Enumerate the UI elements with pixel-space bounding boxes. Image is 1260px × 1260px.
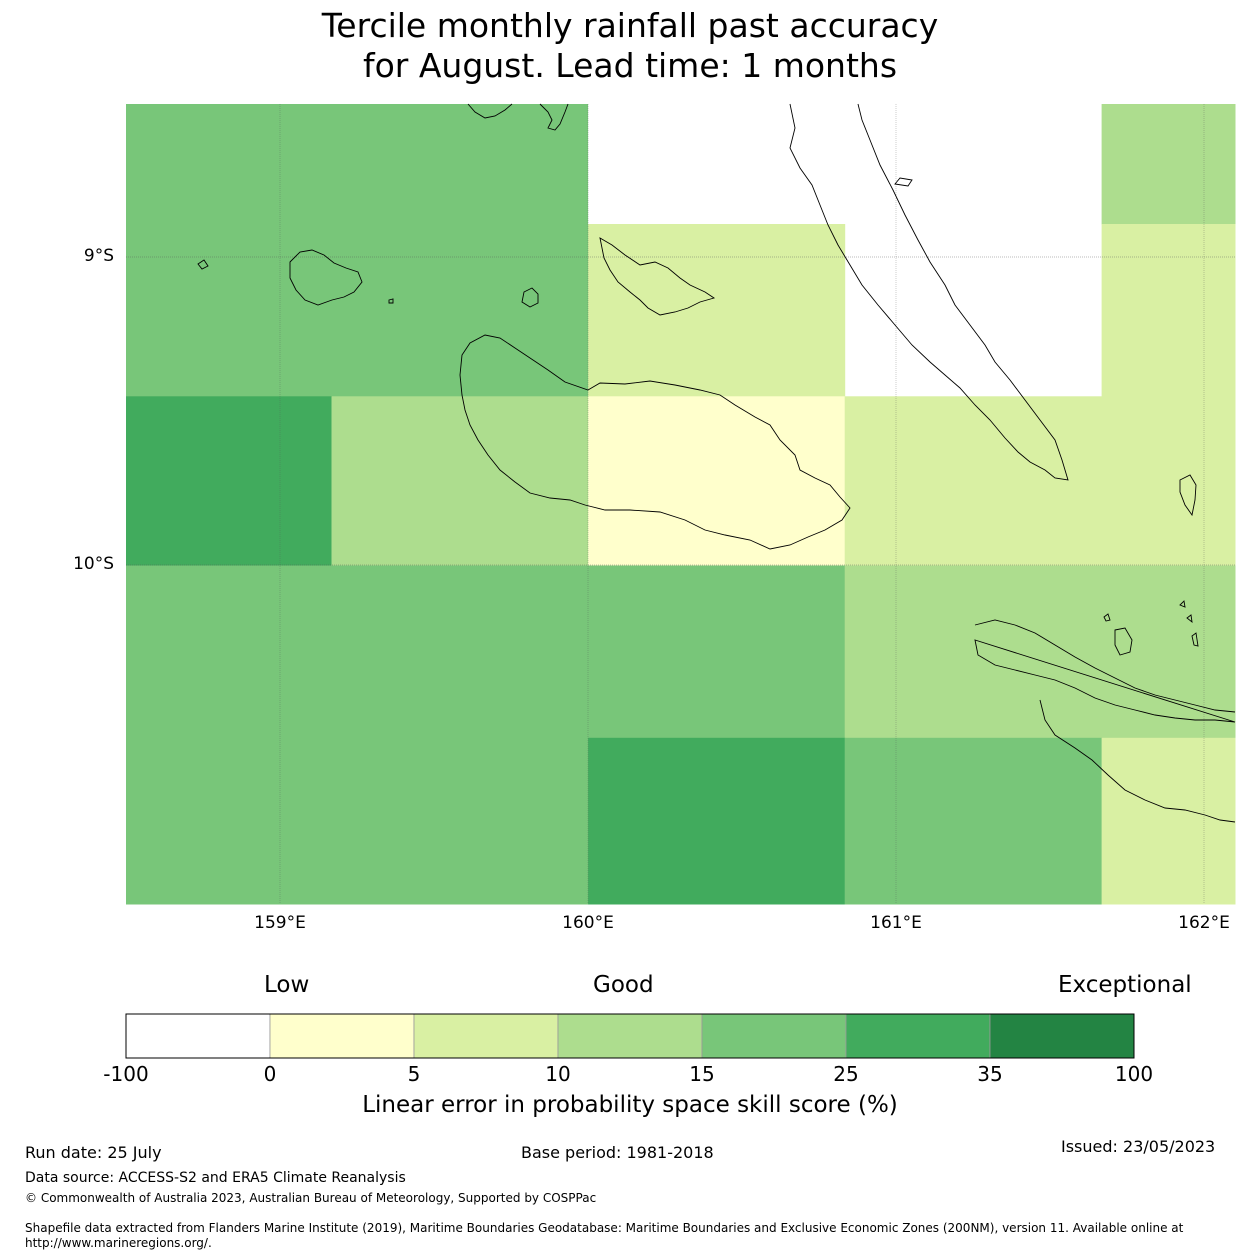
skill-cell xyxy=(844,737,1103,905)
santa-isabel-coast xyxy=(789,103,1069,481)
skill-cell xyxy=(588,737,846,905)
skill-cell xyxy=(126,104,589,397)
small-island-n xyxy=(894,177,913,187)
base-period: Base period: 1981-2018 xyxy=(521,1143,714,1162)
graticule xyxy=(126,104,1235,904)
colorbar-swatch xyxy=(413,1013,559,1059)
colorbar-word-low: Low xyxy=(264,972,310,998)
skill-cells xyxy=(126,104,1236,905)
coastlines xyxy=(197,103,1236,823)
skill-cell xyxy=(844,104,1103,397)
colorbar-tick: 15 xyxy=(689,1062,715,1086)
colorbar-title: Linear error in probability space skill … xyxy=(362,1092,898,1118)
colorbar-tick: 35 xyxy=(977,1062,1003,1086)
lat-label-9s: 9°S xyxy=(83,246,114,266)
colorbar-swatch xyxy=(701,1013,847,1059)
title-line-2: for August. Lead time: 1 months xyxy=(362,46,898,85)
colorbar-outline xyxy=(125,1013,1135,1059)
colorbar-tick: 100 xyxy=(1114,1062,1154,1086)
small-island-russell-e xyxy=(388,298,394,304)
malaita-north-coast xyxy=(1179,474,1197,517)
colorbar-tick: -100 xyxy=(103,1062,149,1086)
skill-cell xyxy=(1101,224,1236,397)
colorbar-word-exceptional: Exceptional xyxy=(1058,972,1192,998)
colorbar-tick: 25 xyxy=(833,1062,859,1086)
lat-label-10s: 10°S xyxy=(73,554,114,574)
skill-cell xyxy=(1101,104,1236,225)
lon-label-159e: 159°E xyxy=(254,913,306,933)
run-date: Run date: 25 July xyxy=(25,1143,162,1162)
shapefile-credit-line-2: http://www.marineregions.org/. xyxy=(25,1236,212,1250)
title-line-1: Tercile monthly rainfall past accuracy xyxy=(321,6,939,45)
map-title: Tercile monthly rainfall past accuracy f… xyxy=(0,6,1260,86)
colorbar-tick: 5 xyxy=(407,1062,421,1086)
skill-cell xyxy=(588,565,846,739)
colorbar-swatch xyxy=(125,1013,271,1059)
makira-south-coast xyxy=(1039,699,1236,823)
skill-cell xyxy=(331,396,589,566)
lon-label-162e: 162°E xyxy=(1178,913,1230,933)
small-island-w xyxy=(197,259,209,270)
savo-island-coast xyxy=(521,287,539,308)
lon-label-161e: 161°E xyxy=(870,913,922,933)
islet-ulawa xyxy=(1114,627,1133,656)
islet-c xyxy=(1186,614,1193,624)
skill-cell xyxy=(126,396,332,566)
skill-cell xyxy=(844,565,1236,739)
makira-coast xyxy=(974,619,1236,723)
skill-cell xyxy=(588,224,846,397)
russell-islands-coast xyxy=(289,249,363,306)
ngella-north-coast xyxy=(467,103,513,119)
islet-a xyxy=(1103,613,1111,622)
lon-label-160e: 160°E xyxy=(562,913,614,933)
data-source: Data source: ACCESS-S2 and ERA5 Climate … xyxy=(25,1170,406,1186)
guadalcanal-coast xyxy=(459,334,851,550)
skill-cell xyxy=(844,396,1236,566)
islet-d xyxy=(1191,632,1199,647)
islet-b xyxy=(1179,600,1186,608)
colorbar-word-good: Good xyxy=(593,972,654,998)
colorbar-tick: 0 xyxy=(263,1062,277,1086)
colorbar-swatch xyxy=(989,1013,1135,1059)
skill-cell xyxy=(126,565,589,905)
colorbar-swatch xyxy=(269,1013,415,1059)
skill-cell xyxy=(588,396,846,566)
skill-cell xyxy=(588,104,846,225)
colorbar-tick: 10 xyxy=(545,1062,571,1086)
issued-date: Issued: 23/05/2023 xyxy=(1061,1137,1216,1156)
colorbar xyxy=(125,1013,1135,1059)
copyright: © Commonwealth of Australia 2023, Austra… xyxy=(25,1191,597,1205)
skill-cell xyxy=(1101,737,1236,905)
islet-north xyxy=(539,103,569,131)
colorbar-swatch xyxy=(845,1013,991,1059)
colorbar-swatch xyxy=(557,1013,703,1059)
florida-islands-coast xyxy=(599,237,716,316)
shapefile-credit-line-1: Shapefile data extracted from Flanders M… xyxy=(25,1221,1184,1235)
